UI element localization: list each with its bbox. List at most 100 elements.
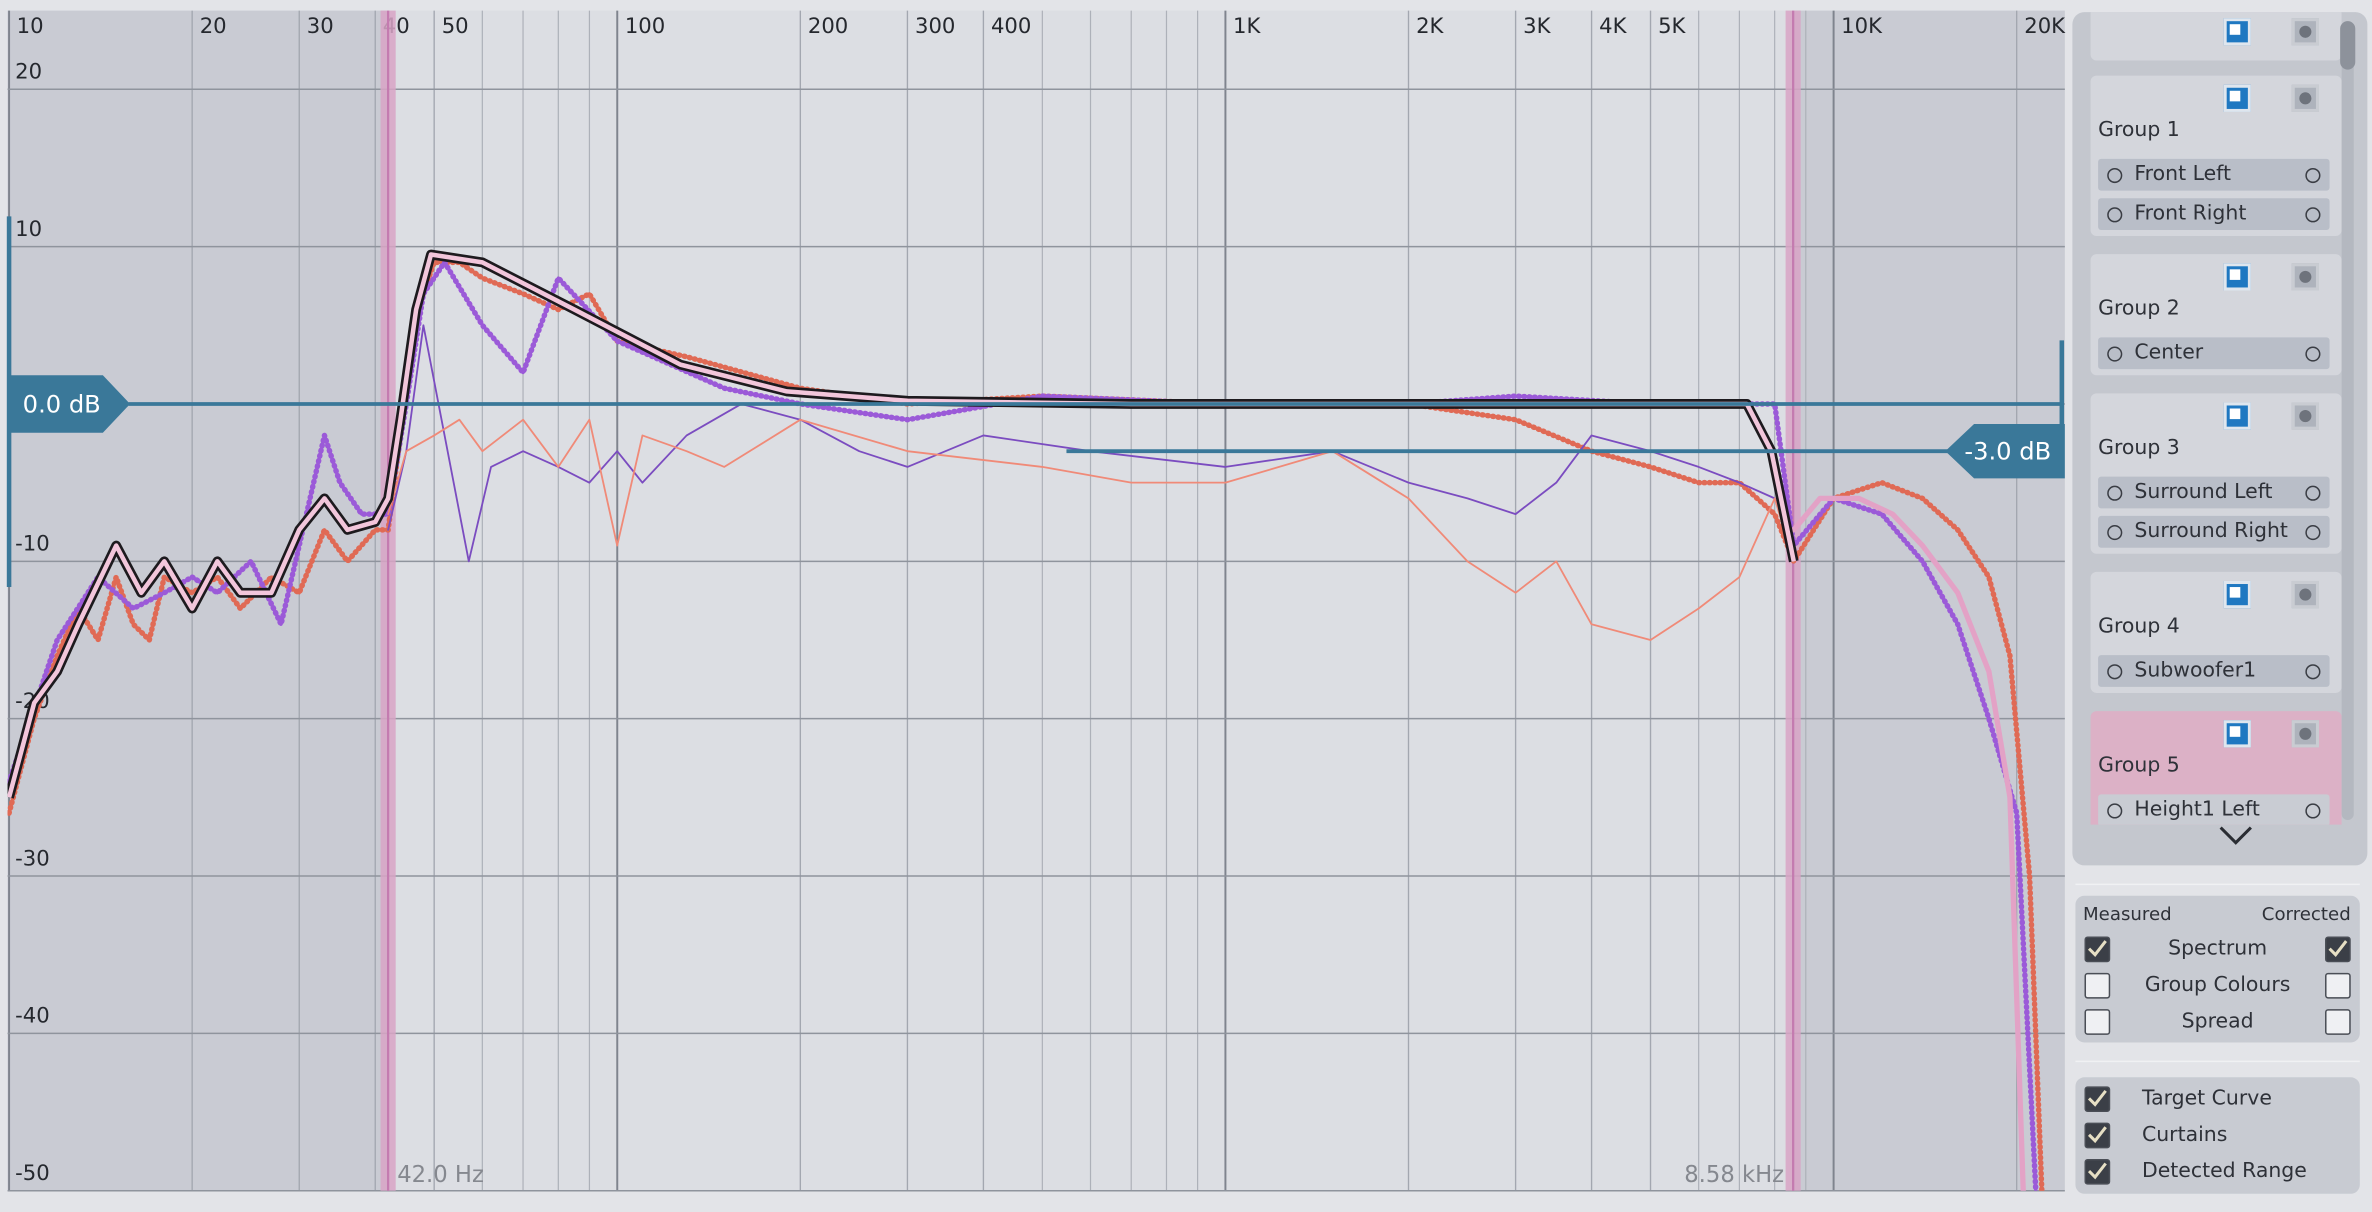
- group-title: Group 1: [2098, 118, 2180, 143]
- checkbox[interactable]: [2084, 1009, 2111, 1035]
- channel-dot: [2305, 207, 2321, 223]
- channel-row[interactable]: Front Right: [2098, 198, 2330, 230]
- x-tick-label: 300: [915, 13, 955, 38]
- channel-row[interactable]: Center: [2098, 337, 2330, 370]
- channel-row[interactable]: Height1 Left: [2098, 794, 2330, 825]
- channel-dot: [2107, 167, 2123, 184]
- checkbox[interactable]: [2325, 1009, 2351, 1035]
- channel-dot: [2305, 485, 2321, 501]
- x-tick-label: 100: [625, 13, 665, 38]
- checkmark: [2087, 1089, 2107, 1107]
- channel-dot: [2107, 346, 2123, 362]
- scroll-down[interactable]: [2218, 823, 2254, 847]
- group-card[interactable]: Group 4 Subwoofer1: [2090, 571, 2342, 693]
- channel-dot: [2305, 525, 2321, 541]
- curves: [7, 249, 2045, 1191]
- level-marker: [7, 375, 131, 433]
- group-solo-icon[interactable]: [2291, 18, 2319, 46]
- group-card[interactable]: Group 1 Front Left Front Right: [2090, 75, 2342, 237]
- checkbox[interactable]: [2084, 936, 2111, 963]
- checkbox[interactable]: [2084, 972, 2111, 999]
- x-tick-label: 10K: [1841, 13, 1883, 38]
- y-tick-label: -50: [15, 1160, 50, 1185]
- group-solo-icon[interactable]: [2291, 84, 2319, 112]
- channel-name: Front Right: [2134, 201, 2247, 226]
- group-solo-icon[interactable]: [2291, 402, 2319, 430]
- channel-row[interactable]: Front Left: [2098, 158, 2330, 191]
- separator: [2075, 883, 2360, 886]
- channel-name: Subwoofer1: [2134, 658, 2257, 683]
- icon-glyph: [2229, 269, 2241, 280]
- channel-dot: [2107, 485, 2123, 501]
- x-tick-label: 5K: [1658, 13, 1686, 38]
- checkbox[interactable]: [2325, 972, 2351, 999]
- channel-row[interactable]: Subwoofer1: [2098, 655, 2330, 687]
- group-solo-icon[interactable]: [2291, 263, 2319, 291]
- x-tick-label: 20K: [2024, 13, 2066, 38]
- x-tick-label: 400: [991, 13, 1031, 38]
- channel-row[interactable]: Surround Left: [2098, 476, 2330, 509]
- checkbox[interactable]: [2084, 1158, 2111, 1185]
- group-title: Group 4: [2098, 614, 2180, 639]
- checkmark: [2087, 1162, 2107, 1180]
- icon-glyph: [2299, 270, 2312, 283]
- group-enable-icon[interactable]: [2223, 263, 2251, 291]
- checkbox[interactable]: [2325, 936, 2351, 963]
- column-header: Corrected: [2261, 903, 2351, 925]
- chevron-icon: [2219, 826, 2252, 845]
- checkbox[interactable]: [2084, 1086, 2111, 1113]
- group-title: Group 5: [2098, 753, 2180, 778]
- level-marker-label: 0.0 dB: [23, 390, 101, 418]
- channel-dot: [2107, 803, 2123, 819]
- x-tick-label: 200: [808, 13, 848, 38]
- group-enable-icon[interactable]: [2223, 84, 2251, 112]
- y-tick-label: 10: [15, 216, 42, 241]
- group-enable-icon[interactable]: [2223, 402, 2251, 430]
- scrollbar-thumb[interactable]: [2340, 21, 2356, 70]
- channel-dot: [2305, 346, 2321, 362]
- channel-row[interactable]: Surround Right: [2098, 515, 2330, 548]
- group-card[interactable]: Group 2 Center: [2090, 254, 2342, 376]
- x-tick-label: 20: [200, 13, 227, 38]
- channel-dot: [2305, 167, 2321, 184]
- group-solo-icon[interactable]: [2291, 580, 2319, 609]
- checkmark: [2087, 1126, 2107, 1144]
- channel-dot: [2305, 664, 2321, 680]
- channel-name: Surround Left: [2134, 479, 2273, 504]
- y-tick-label: -10: [15, 531, 50, 556]
- channel-name: Center: [2134, 340, 2204, 365]
- icon-glyph: [2229, 24, 2241, 35]
- checkmark: [2328, 940, 2348, 957]
- icon-glyph: [2229, 726, 2241, 737]
- y-tick-label: -30: [15, 845, 50, 870]
- level-marker-label: -3.0 dB: [1964, 438, 2051, 466]
- level-marker: [1945, 423, 2065, 479]
- scrollbar-track: [2341, 21, 2354, 821]
- toggle-label: Curtains: [2141, 1122, 2228, 1147]
- group-enable-icon[interactable]: [2223, 720, 2251, 748]
- icon-glyph: [2229, 90, 2241, 102]
- x-tick-label: 30: [307, 13, 334, 38]
- group-card[interactable]: Group 5 Height1 Left: [2090, 711, 2342, 825]
- toggle-label: Target Curve: [2141, 1086, 2272, 1111]
- curve: [387, 418, 1795, 641]
- separator: [2075, 1060, 2360, 1063]
- group-enable-icon[interactable]: [2223, 580, 2251, 609]
- icon-glyph: [2229, 587, 2241, 598]
- x-tick-label: 3K: [1523, 13, 1551, 38]
- group-enable-icon[interactable]: [2223, 18, 2251, 46]
- x-tick-label: 2K: [1416, 13, 1444, 38]
- group-solo-icon[interactable]: [2291, 720, 2319, 748]
- checkbox[interactable]: [2084, 1122, 2111, 1149]
- curtain-label: 8.58 kHz: [1684, 1162, 1784, 1188]
- group-title: Group 3: [2098, 435, 2180, 460]
- channel-name: Surround Right: [2134, 518, 2288, 544]
- target-curve: [7, 252, 1796, 798]
- group-title: Group 2: [2098, 296, 2180, 321]
- toggles-box: [2075, 1077, 2360, 1194]
- channel-dot: [2107, 207, 2123, 223]
- y-tick-label: -40: [15, 1003, 50, 1028]
- group-card[interactable]: Group 3 Surround Left Surround Right: [2090, 393, 2342, 554]
